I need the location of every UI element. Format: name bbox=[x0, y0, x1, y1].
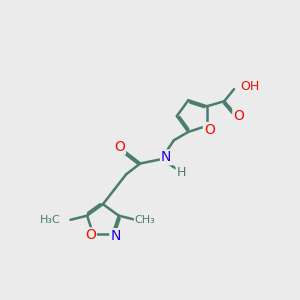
Text: O: O bbox=[114, 140, 125, 154]
Text: N: N bbox=[161, 150, 171, 164]
Text: H₃C: H₃C bbox=[40, 215, 61, 225]
Text: O: O bbox=[204, 123, 215, 137]
Text: H: H bbox=[177, 166, 186, 179]
Text: N: N bbox=[110, 229, 121, 243]
Text: OH: OH bbox=[240, 80, 260, 93]
Text: O: O bbox=[85, 228, 96, 242]
Text: O: O bbox=[233, 109, 244, 122]
Text: CH₃: CH₃ bbox=[135, 215, 155, 225]
